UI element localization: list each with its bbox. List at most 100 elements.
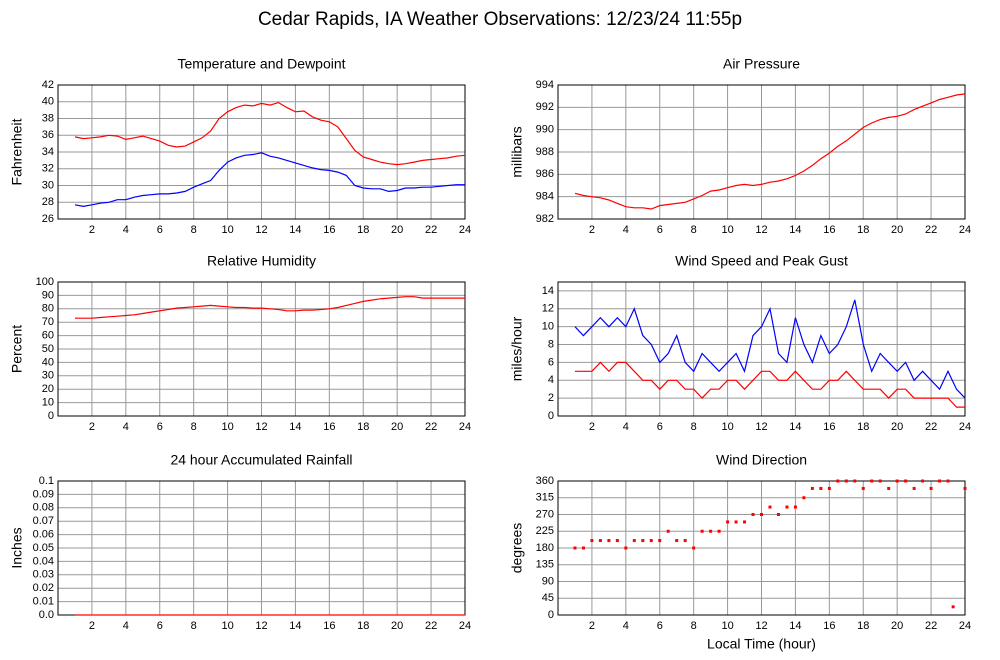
y-tick-label: 982 xyxy=(536,213,554,225)
y-tick-label: 40 xyxy=(42,356,54,368)
x-tick-label: 6 xyxy=(157,421,163,433)
x-tick-label: 2 xyxy=(589,421,595,433)
x-tick-label: 12 xyxy=(755,620,767,632)
data-point xyxy=(810,486,814,490)
y-tick-label: 30 xyxy=(42,179,54,191)
data-line xyxy=(74,101,466,166)
x-tick-label: 22 xyxy=(925,620,937,632)
x-tick-label: 6 xyxy=(657,620,663,632)
data-point xyxy=(734,520,738,524)
data-point xyxy=(615,539,619,543)
y-tick-label: 90 xyxy=(42,289,54,301)
x-tick-label: 20 xyxy=(391,224,403,236)
y-tick-label: 180 xyxy=(536,542,554,554)
y-tick-label: 0.02 xyxy=(33,582,54,594)
data-line xyxy=(574,299,966,399)
data-point xyxy=(878,479,882,483)
x-tick-label: 4 xyxy=(623,224,629,236)
data-point xyxy=(649,539,653,543)
x-tick-label: 6 xyxy=(657,421,663,433)
x-tick-label: 20 xyxy=(391,620,403,632)
data-point xyxy=(666,529,670,533)
data-point xyxy=(887,486,891,490)
chart-title: Wind Speed and Peak Gust xyxy=(675,253,848,269)
x-tick-label: 16 xyxy=(323,421,335,433)
x-tick-label: 14 xyxy=(789,421,801,433)
plot-frame xyxy=(57,281,466,417)
x-tick-label: 16 xyxy=(823,224,835,236)
x-tick-label: 6 xyxy=(157,224,163,236)
y-tick-label: 32 xyxy=(42,163,54,175)
data-point xyxy=(951,605,955,609)
x-tick-label: 24 xyxy=(959,421,971,433)
x-tick-label: 8 xyxy=(691,421,697,433)
y-tick-label: 10 xyxy=(42,397,54,409)
data-point xyxy=(904,479,908,483)
x-tick-label: 16 xyxy=(823,620,835,632)
x-tick-label: 10 xyxy=(721,224,733,236)
page-title: Cedar Rapids, IA Weather Observations: 1… xyxy=(258,9,742,30)
x-tick-label: 10 xyxy=(221,224,233,236)
x-tick-label: 24 xyxy=(459,224,471,236)
y-tick-label: 0.01 xyxy=(33,596,54,608)
y-tick-label: 135 xyxy=(536,559,554,571)
data-point xyxy=(581,546,585,550)
data-point xyxy=(921,479,925,483)
y-tick-label: 8 xyxy=(548,338,554,350)
x-tick-label: 4 xyxy=(123,224,129,236)
x-tick-label: 22 xyxy=(425,421,437,433)
chart-title: Temperature and Dewpoint xyxy=(177,56,345,72)
data-point xyxy=(658,539,662,543)
y-tick-label: 45 xyxy=(542,592,554,604)
x-tick-label: 24 xyxy=(459,421,471,433)
x-tick-label: 2 xyxy=(589,620,595,632)
data-point xyxy=(768,505,772,509)
chart-title: Relative Humidity xyxy=(207,253,316,269)
y-tick-label: 0.08 xyxy=(33,502,54,514)
y-tick-label: 0.1 xyxy=(39,475,54,487)
data-point xyxy=(853,479,857,483)
y-tick-label: 225 xyxy=(536,525,554,537)
y-tick-label: 70 xyxy=(42,316,54,328)
x-tick-label: 8 xyxy=(191,421,197,433)
y-tick-label: 0 xyxy=(48,410,54,422)
y-tick-label: 100 xyxy=(36,276,54,288)
x-tick-label: 12 xyxy=(755,224,767,236)
x-tick-label: 2 xyxy=(589,224,595,236)
y-tick-label: 30 xyxy=(42,370,54,382)
x-tick-label: 14 xyxy=(289,224,301,236)
x-tick-label: 14 xyxy=(789,620,801,632)
data-line xyxy=(575,361,965,408)
plot-frame xyxy=(557,84,966,220)
x-tick-label: 8 xyxy=(191,224,197,236)
y-tick-label: 26 xyxy=(42,213,54,225)
data-point xyxy=(632,539,636,543)
y-tick-label: 38 xyxy=(42,112,54,124)
data-line xyxy=(75,296,465,319)
y-tick-label: 0.04 xyxy=(33,555,54,567)
data-point xyxy=(573,546,577,550)
y-tick-label: 0 xyxy=(548,410,554,422)
x-tick-label: 4 xyxy=(623,421,629,433)
data-point xyxy=(683,539,687,543)
y-tick-label: 984 xyxy=(536,191,554,203)
x-tick-label: 14 xyxy=(289,620,301,632)
y-tick-label: 90 xyxy=(542,575,554,587)
x-tick-label: 6 xyxy=(157,620,163,632)
x-tick-label: 16 xyxy=(823,421,835,433)
x-tick-label: 22 xyxy=(425,224,437,236)
y-tick-label: 80 xyxy=(42,303,54,315)
x-tick-label: 18 xyxy=(357,224,369,236)
x-tick-label: 24 xyxy=(959,224,971,236)
x-axis-label: Local Time (hour) xyxy=(707,636,816,652)
x-tick-label: 18 xyxy=(857,620,869,632)
y-axis-label: Inches xyxy=(9,527,25,568)
y-tick-label: 360 xyxy=(536,475,554,487)
x-tick-label: 16 xyxy=(323,620,335,632)
data-point xyxy=(717,529,721,533)
chart-title: 24 hour Accumulated Rainfall xyxy=(170,452,352,468)
x-tick-label: 4 xyxy=(123,620,129,632)
x-tick-label: 22 xyxy=(425,620,437,632)
plot-frame xyxy=(557,281,966,417)
